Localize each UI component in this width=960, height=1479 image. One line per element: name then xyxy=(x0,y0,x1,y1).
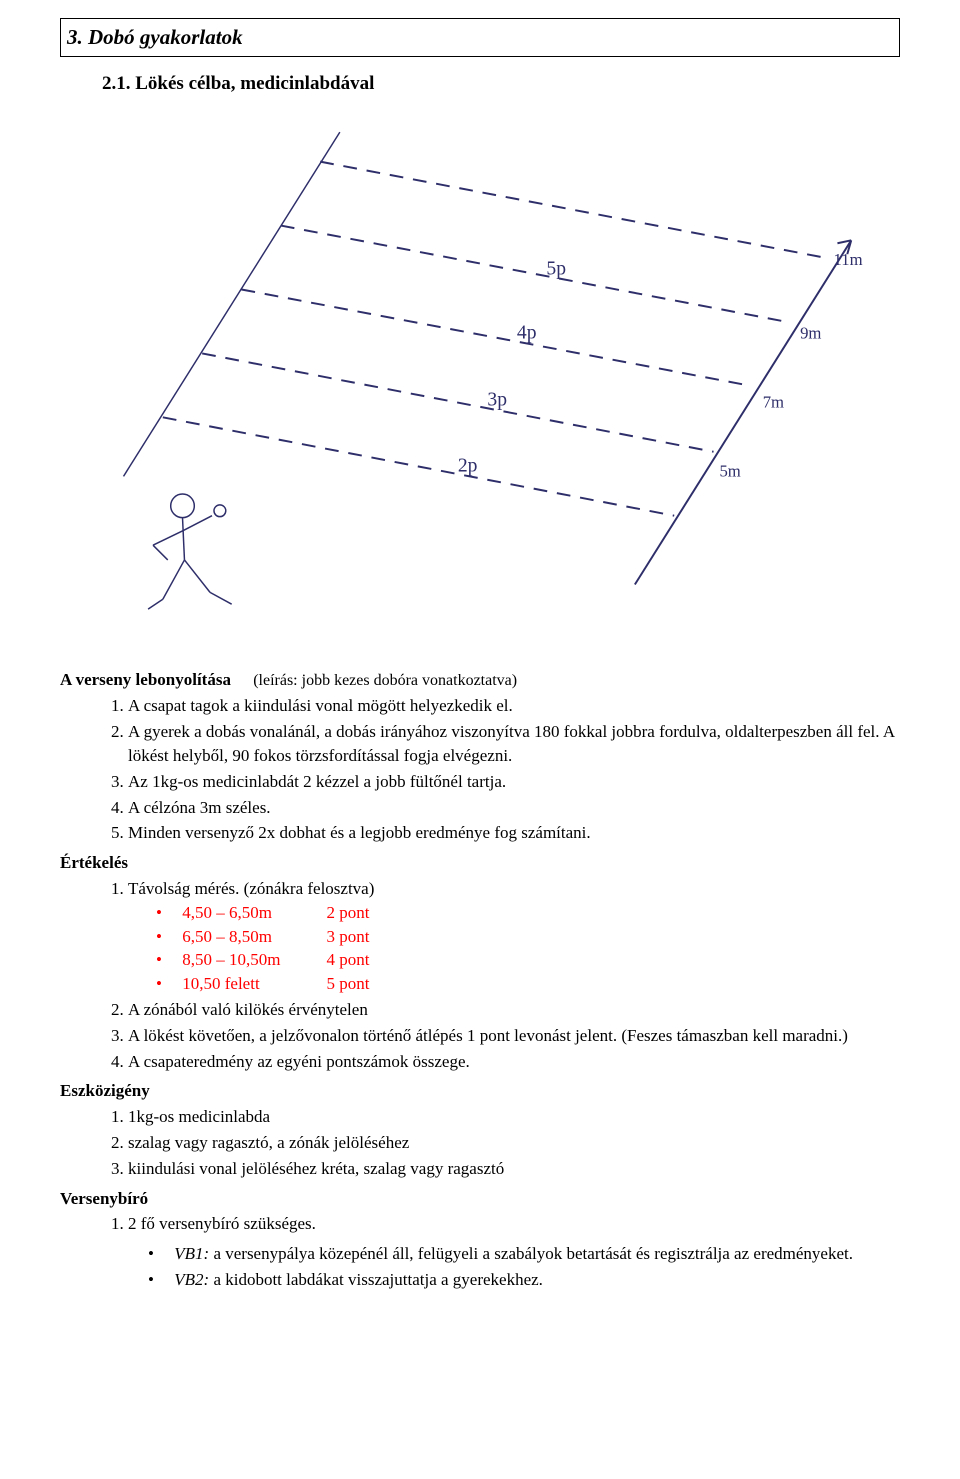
section2-list: Távolság mérés. (zónákra felosztva) 4,50… xyxy=(60,877,900,1073)
zone-row: 6,50 – 8,50m 3 pont xyxy=(156,925,900,949)
vb1-label: VB1: xyxy=(174,1244,209,1263)
s2-item1: Távolság mérés. (zónákra felosztva) 4,50… xyxy=(128,877,900,996)
s2-item1-intro: Távolság mérés. (zónákra felosztva) xyxy=(128,879,374,898)
s1-item: A csapat tagok a kiindulási vonal mögött… xyxy=(128,694,900,718)
s3-item: szalag vagy ragasztó, a zónák jelöléséhe… xyxy=(128,1131,900,1155)
zone-label-4p: 4p xyxy=(516,322,536,344)
s1-item: Minden versenyző 2x dobhat és a legjobb … xyxy=(128,821,900,845)
s2-item: A lökést követően, a jelzővonalon történ… xyxy=(128,1024,900,1048)
dist-5m: 5m xyxy=(719,461,740,480)
header-box: 3. Dobó gyakorlatok xyxy=(60,18,900,57)
zone-label-3p: 3p xyxy=(487,389,507,411)
vb1-text: a versenypálya közepénél áll, felügyeli … xyxy=(209,1244,853,1263)
s2-item: A csapateredmény az egyéni pontszámok ös… xyxy=(128,1050,900,1074)
zone-points-list: 4,50 – 6,50m 2 pont 6,50 – 8,50m 3 pont … xyxy=(128,901,900,996)
section-ertekeles: Értékelés Távolság mérés. (zónákra felos… xyxy=(60,851,900,1073)
section-lebonyolitas: A verseny lebonyolítása (leírás: jobb ke… xyxy=(60,668,900,845)
zone-range: 10,50 felett xyxy=(182,972,322,996)
section3-title: Eszközigény xyxy=(60,1079,900,1103)
section1-note: (leírás: jobb kezes dobóra vonatkoztatva… xyxy=(253,672,517,689)
page-title: 3. Dobó gyakorlatok xyxy=(67,23,893,52)
s4-item1: 2 fő versenybíró szükséges. xyxy=(128,1212,900,1236)
s1-item: A célzóna 3m széles. xyxy=(128,796,900,820)
zone-pts: 3 pont xyxy=(327,925,370,949)
section4-sublist: VB1: a versenypálya közepénél áll, felüg… xyxy=(60,1242,900,1292)
s1-item: A gyerek a dobás vonalánál, a dobás irán… xyxy=(128,720,900,768)
vb2-text: a kidobott labdákat visszajuttatja a gye… xyxy=(209,1270,543,1289)
zone-label-5p: 5p xyxy=(546,258,566,280)
section2-title: Értékelés xyxy=(60,851,900,875)
thrower-icon xyxy=(148,494,232,609)
s3-item: kiindulási vonal jelöléséhez kréta, szal… xyxy=(128,1157,900,1181)
section-versenybiro: Versenybíró 2 fő versenybíró szükséges. … xyxy=(60,1187,900,1292)
zone-pts: 2 pont xyxy=(327,901,370,925)
throw-diagram: 5p 4p 3p 2p 11m 9m 7m 5m xyxy=(94,108,900,648)
s3-item: 1kg-os medicinlabda xyxy=(128,1105,900,1129)
dist-7m: 7m xyxy=(762,392,783,411)
sub-title: 2.1. Lökés célba, medicinlabdával xyxy=(60,71,900,98)
s4-sub: VB2: a kidobott labdákat visszajuttatja … xyxy=(148,1268,900,1292)
zone-label-2p: 2p xyxy=(457,454,477,476)
dist-11m: 11m xyxy=(833,250,862,269)
section1-list: A csapat tagok a kiindulási vonal mögött… xyxy=(60,694,900,845)
diagram-container: 5p 4p 3p 2p 11m 9m 7m 5m xyxy=(60,108,900,648)
zone-pts: 4 pont xyxy=(327,948,370,972)
section3-list: 1kg-os medicinlabda szalag vagy ragasztó… xyxy=(60,1105,900,1180)
s2-item: A zónából való kilökés érvénytelen xyxy=(128,998,900,1022)
zone-range: 4,50 – 6,50m xyxy=(182,901,322,925)
vb2-label: VB2: xyxy=(174,1270,209,1289)
section4-title: Versenybíró xyxy=(60,1187,900,1211)
zone-row: 8,50 – 10,50m 4 pont xyxy=(156,948,900,972)
section1-title: A verseny lebonyolítása xyxy=(60,670,231,689)
zone-row: 10,50 felett 5 pont xyxy=(156,972,900,996)
section4-list: 2 fő versenybíró szükséges. xyxy=(60,1212,900,1236)
section-eszkozigeny: Eszközigény 1kg-os medicinlabda szalag v… xyxy=(60,1079,900,1180)
zone-range: 8,50 – 10,50m xyxy=(182,948,322,972)
zone-pts: 5 pont xyxy=(327,972,370,996)
s4-sub: VB1: a versenypálya közepénél áll, felüg… xyxy=(148,1242,900,1266)
s1-item: Az 1kg-os medicinlabdát 2 kézzel a jobb … xyxy=(128,770,900,794)
zone-row: 4,50 – 6,50m 2 pont xyxy=(156,901,900,925)
zone-range: 6,50 – 8,50m xyxy=(182,925,322,949)
dist-9m: 9m xyxy=(800,324,821,343)
